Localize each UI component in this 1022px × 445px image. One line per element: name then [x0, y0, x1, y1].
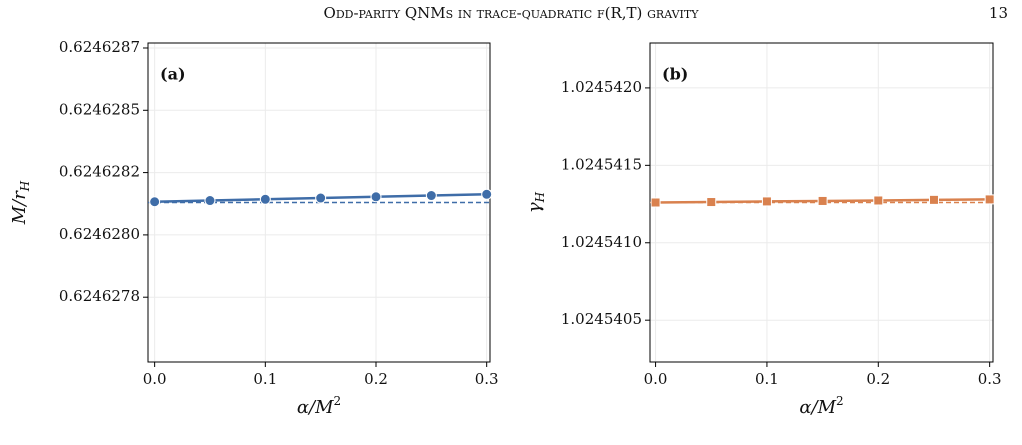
marker	[149, 196, 161, 208]
y-tick-label: 1.0245410	[561, 233, 642, 251]
x-tick-label: 0.0	[143, 370, 167, 388]
y-axis-label: γH	[524, 191, 547, 213]
marker	[650, 197, 661, 208]
page-number: 13	[989, 4, 1008, 22]
x-label-main: α/M	[799, 397, 836, 418]
y-label-main: M/r	[9, 190, 30, 225]
x-tick-label: 0.2	[866, 370, 890, 388]
x-axis-label: α/M2	[799, 394, 843, 419]
x-label-sup: 2	[334, 394, 342, 408]
y-tick-label: 0.6246282	[59, 163, 140, 181]
marker	[204, 195, 216, 207]
y-tick-label: 0.6246285	[59, 100, 140, 118]
y-tick-label: 0.6246278	[59, 287, 140, 305]
marker	[873, 195, 884, 206]
x-tick-label: 0.1	[253, 370, 277, 388]
running-title: Odd-parity QNMs in trace-quadratic f(R,T…	[324, 4, 700, 22]
y-label-sub: H	[18, 180, 32, 192]
y-label-main: γ	[524, 202, 545, 213]
panel-label: (b)	[662, 65, 688, 84]
marker	[259, 193, 271, 205]
x-tick-label: 0.0	[644, 370, 668, 388]
y-tick-label: 0.6246287	[59, 38, 140, 56]
x-label-main: α/M	[297, 397, 334, 418]
marker	[706, 197, 717, 208]
marker	[370, 191, 382, 203]
x-label-sup: 2	[836, 394, 844, 408]
y-tick-label: 1.0245405	[561, 310, 642, 328]
marker	[984, 194, 995, 205]
marker	[481, 188, 493, 200]
marker	[315, 192, 327, 204]
y-tick-label: 1.0245415	[561, 155, 642, 173]
x-tick-label: 0.1	[755, 370, 779, 388]
y-tick-label: 1.0245420	[561, 78, 642, 96]
y-axis-label: M/rH	[9, 180, 32, 225]
marker	[928, 194, 939, 205]
x-tick-label: 0.3	[978, 370, 1002, 388]
x-tick-label: 0.2	[364, 370, 388, 388]
marker	[817, 195, 828, 206]
y-label-sub: H	[533, 191, 547, 203]
x-tick-label: 0.3	[475, 370, 499, 388]
marker	[425, 190, 437, 202]
marker	[761, 196, 772, 207]
y-tick-label: 0.6246280	[59, 225, 140, 243]
panel-label: (a)	[160, 65, 186, 84]
x-axis-label: α/M2	[297, 394, 341, 419]
